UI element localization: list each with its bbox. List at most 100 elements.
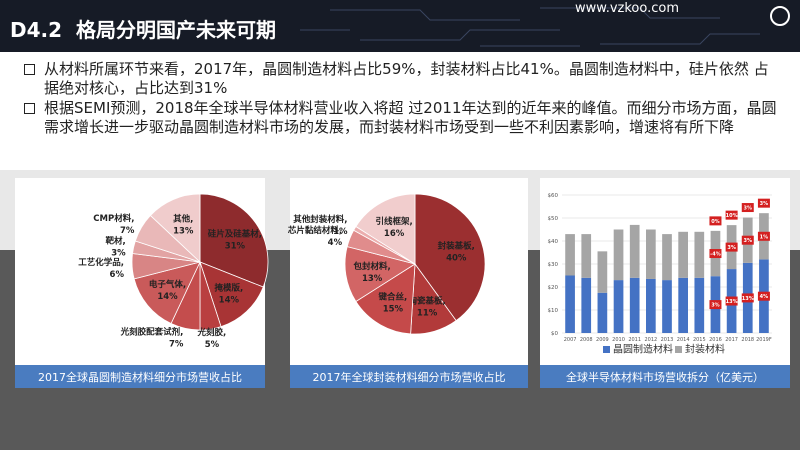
y-tick-label: $10 [548, 308, 559, 314]
value-label: 14% [157, 292, 178, 302]
value-label: 11% [417, 309, 438, 319]
y-tick-label: $40 [548, 239, 559, 245]
x-tick-label: 2019F [756, 337, 772, 343]
y-tick-label: $60 [548, 193, 559, 199]
bar-segment [678, 231, 688, 278]
chart-title: 2017全球晶圆制造材料细分市场营收占比 [38, 370, 242, 384]
chart-title: 全球半导体材料市场营收拆分（亿美元） [566, 370, 764, 384]
growth-label: 0% [711, 219, 720, 225]
value-label: 5% [205, 340, 220, 350]
y-tick-label: $0 [551, 331, 558, 337]
growth-box [757, 198, 770, 208]
growth-label: 3% [744, 206, 753, 212]
x-tick-label: 2014 [677, 337, 690, 343]
x-tick-label: 2011 [628, 337, 641, 343]
value-label: 16% [384, 229, 405, 239]
bar-segment [646, 278, 656, 333]
circuit-decor [300, 6, 790, 47]
slice-label: 光刻胶配套试剂, [120, 326, 184, 337]
growth-label: 13% [726, 299, 738, 305]
x-tick-label: 2016 [709, 337, 722, 343]
value-label: 40% [446, 254, 467, 264]
legend-label: 晶圆制造材料 [613, 343, 673, 356]
growth-label: -4% [710, 252, 721, 258]
value-label: 7% [120, 226, 135, 236]
bar-segment [646, 229, 656, 279]
growth-box [709, 216, 722, 226]
x-tick-label: 2018 [741, 337, 754, 343]
bar-segment [581, 234, 592, 278]
bar-segment [629, 277, 640, 333]
growth-label: 3% [744, 238, 753, 244]
slice-label: 靶材, [105, 235, 125, 246]
growth-label: 10% [726, 213, 738, 219]
growth-label: 13% [742, 296, 754, 302]
x-tick-label: 2017 [725, 337, 738, 343]
bar-segment [694, 277, 705, 333]
slice-label: 其他, [173, 213, 193, 224]
growth-box [741, 203, 754, 213]
bar-segment [613, 280, 624, 333]
bullet: 从材料所属环节来看，2017年，晶圆制造材料占比59%，封装材料占比41%。晶圆… [22, 60, 782, 98]
growth-box [757, 231, 770, 241]
pie-slice [355, 263, 416, 335]
pie-slice [414, 193, 486, 322]
value-label: 15% [383, 304, 404, 314]
slice-label: CMP材料, [93, 213, 134, 224]
value-label: 14% [219, 296, 240, 306]
growth-box [741, 235, 754, 245]
bullet-list: 从材料所属环节来看，2017年，晶圆制造材料占比59%，封装材料占比41%。晶圆… [22, 60, 782, 138]
slice-label: 键合丝, [378, 291, 408, 302]
value-label: 4% [328, 238, 343, 248]
caption-bar [540, 365, 790, 388]
bar-segment [565, 234, 575, 276]
slice-label: 陶瓷基板, [408, 296, 445, 307]
slice-label: 其他封装材料, [293, 214, 347, 225]
slice-label: 硅片及硅基材, [208, 228, 262, 239]
bar-segment [565, 275, 575, 333]
slice-label: 工艺化学品, [78, 257, 124, 268]
x-tick-label: 2009 [596, 337, 609, 343]
x-tick-label: 2015 [693, 337, 706, 343]
legend-label: 封装材料 [685, 343, 725, 356]
x-tick-label: 2012 [644, 337, 657, 343]
slice-label: 芯片黏结材料, [288, 225, 342, 236]
slice-label: 掩模版, [214, 283, 243, 294]
value-label: 7% [169, 339, 184, 349]
pie-slice [133, 261, 201, 325]
growth-box [709, 300, 722, 310]
growth-box [725, 242, 738, 252]
slice-label: 包封材料, [354, 261, 391, 272]
bar-segment [597, 292, 608, 333]
caption-bar [15, 365, 265, 388]
bar-segment [662, 234, 672, 281]
value-label: 1% [333, 227, 348, 237]
value-label: 13% [362, 274, 383, 284]
x-tick-label: 2010 [612, 337, 625, 343]
value-label: 6% [110, 270, 125, 280]
chart-title: 2017年全球封装材料细分市场营收占比 [313, 370, 506, 384]
growth-label: 1% [760, 234, 769, 240]
header: D4.2 格局分明国产未来可期 www.vzkoo.com [0, 0, 800, 52]
bar-segment [597, 251, 608, 293]
legend-swatch [675, 346, 682, 353]
slice-label: 电子气体, [149, 279, 186, 290]
x-tick-label: 2008 [580, 337, 593, 343]
growth-box [709, 249, 722, 259]
bar-segment [613, 229, 624, 281]
growth-box [741, 293, 754, 303]
value-label: 31% [225, 241, 246, 251]
pie-slice [149, 193, 201, 263]
x-tick-label: 2013 [661, 337, 674, 343]
slice-label: 光刻胶, [197, 327, 227, 338]
y-tick-label: $50 [548, 216, 559, 222]
growth-box [757, 291, 770, 301]
value-label: 3% [111, 248, 126, 258]
growth-box [725, 296, 738, 306]
bar-segment [662, 280, 672, 333]
y-tick-label: $30 [548, 262, 559, 268]
growth-label: 4% [760, 294, 769, 300]
growth-label: 3% [727, 245, 736, 251]
bullet: 根据SEMI预测，2018年全球半导体材料营业收入将超 过2011年达到的近年来… [22, 99, 782, 137]
